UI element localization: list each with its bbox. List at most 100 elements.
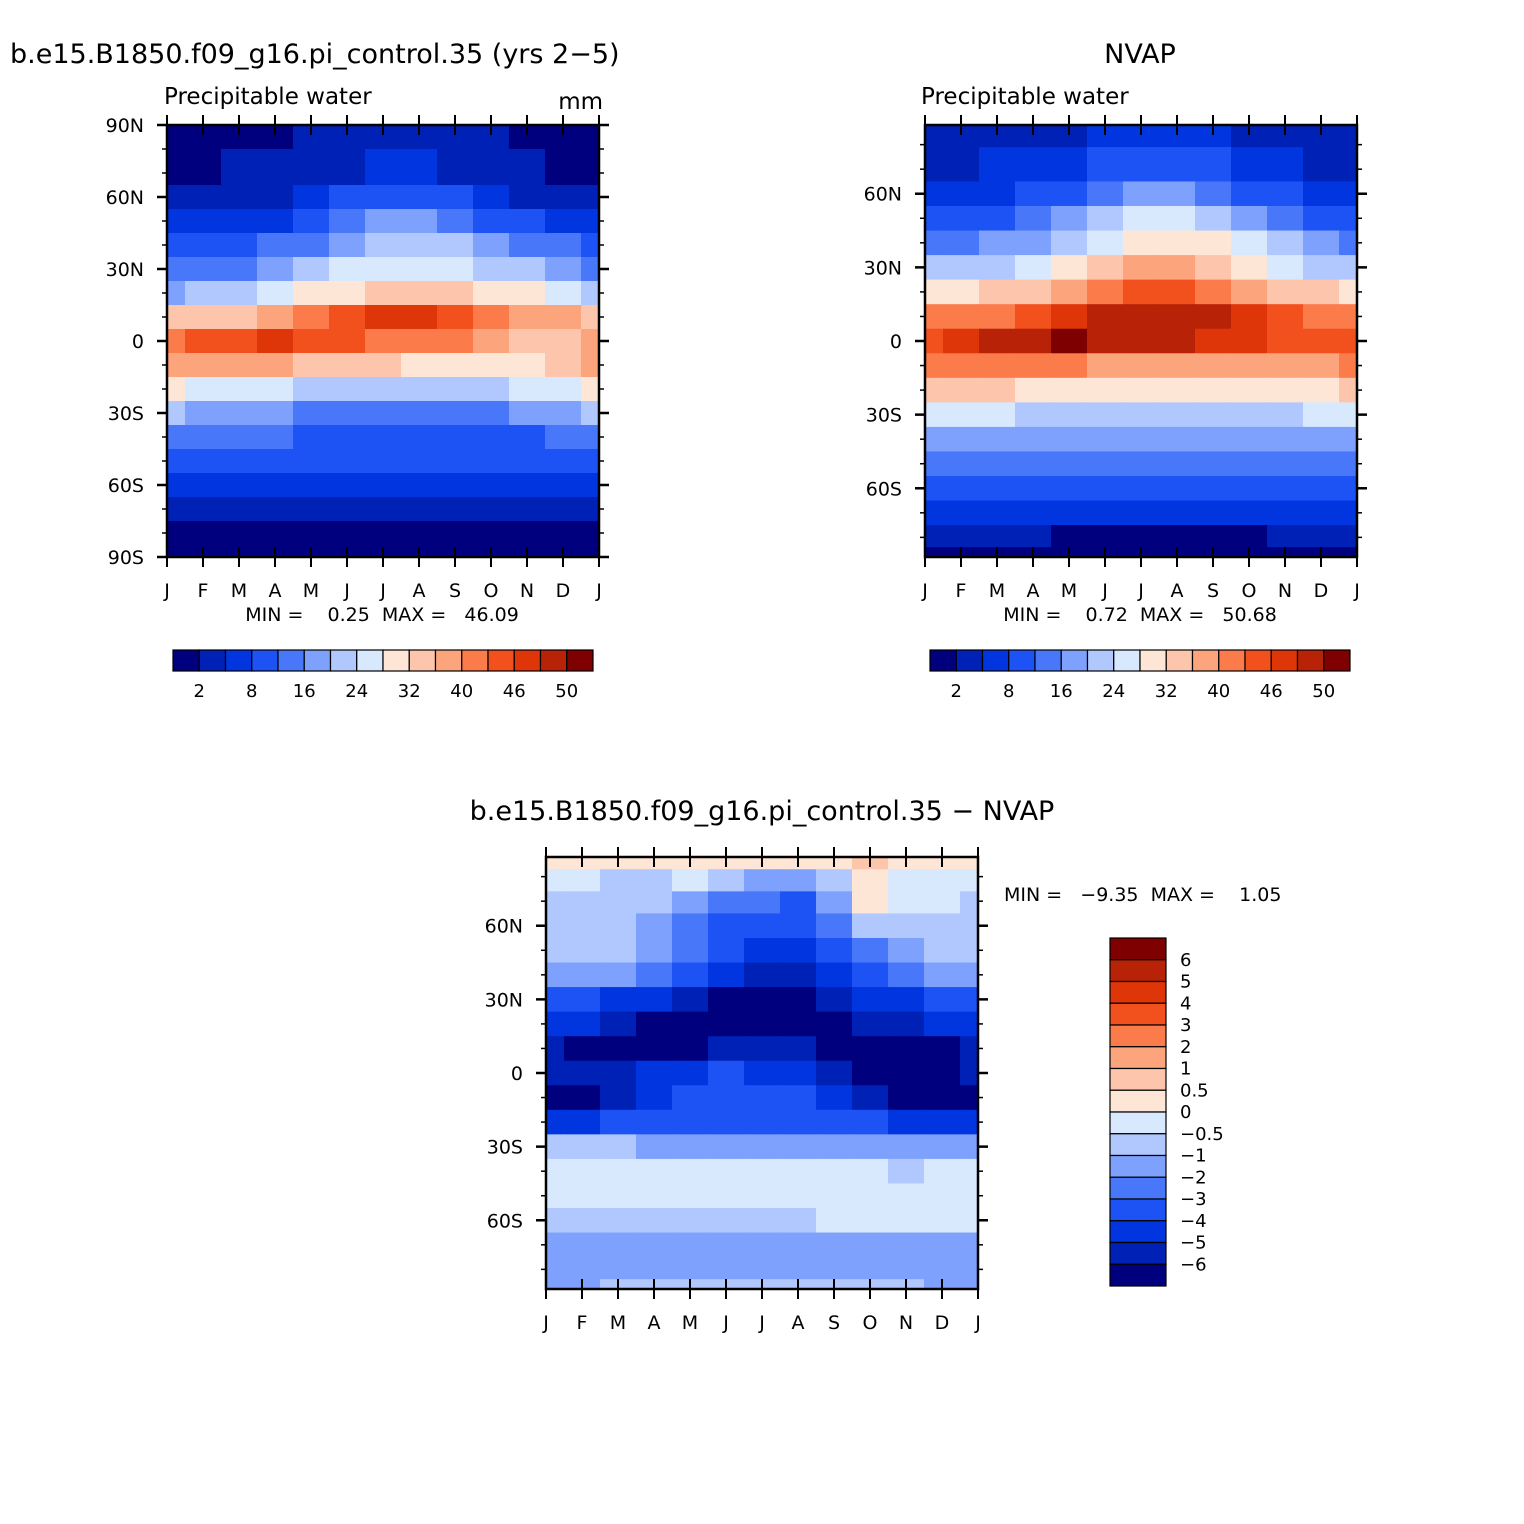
heatmap-cell [1051, 353, 1088, 379]
x-tick-label: M [1061, 580, 1077, 602]
heatmap-cell [1303, 476, 1340, 502]
heatmap-cell [1339, 525, 1357, 548]
colorbar-box [1244, 649, 1272, 672]
heatmap-cell [437, 281, 474, 306]
heatmap-cell [1087, 181, 1124, 207]
heatmap-cell [744, 962, 781, 988]
heatmap-cell [924, 1232, 961, 1258]
heatmap-cell [636, 1134, 673, 1160]
heatmap-cell [293, 281, 330, 306]
heatmap-cell [852, 1011, 889, 1037]
heatmap-cell [257, 305, 294, 330]
heatmap-cell [925, 377, 944, 404]
heatmap-cell [365, 209, 402, 234]
heatmap-cell [925, 426, 944, 453]
colorbar-label: 1 [1180, 1059, 1191, 1080]
heatmap-cell [509, 425, 546, 450]
heatmap-cell [979, 147, 1016, 183]
heatmap-cell [979, 426, 1016, 453]
heatmap-cell [1123, 426, 1160, 453]
heatmap-cell [924, 962, 961, 988]
x-tick-label: D [935, 1312, 950, 1334]
heatmap-cell [960, 1109, 978, 1136]
colorbar-box [929, 649, 957, 672]
heatmap-cell [960, 1085, 978, 1111]
heatmap-cell [708, 869, 745, 893]
heatmap-cell [924, 1109, 961, 1136]
heatmap-cell [401, 233, 438, 258]
heatmap-cell [1087, 426, 1124, 453]
heatmap-cell [636, 1183, 673, 1209]
heatmap-cell [708, 1060, 745, 1087]
colorbar-box [1109, 959, 1167, 983]
heatmap-cell [888, 869, 925, 893]
heatmap-cell [943, 328, 980, 355]
heatmap-cell [816, 913, 853, 939]
heatmap-cell [1159, 147, 1196, 183]
heatmap-cell [509, 257, 546, 282]
heatmap-cell [600, 987, 637, 1013]
heatmap-cell [1339, 476, 1357, 502]
colorbar-label: 2 [194, 681, 205, 702]
x-tick-label: A [1171, 580, 1184, 602]
colorbar-box [1109, 1220, 1167, 1244]
heatmap-cell [636, 1011, 673, 1037]
heatmap-cell [509, 377, 546, 402]
heatmap-cell [1051, 377, 1088, 404]
heatmap-cell [960, 1036, 978, 1062]
heatmap-cell [365, 149, 402, 186]
x-tick-label: N [520, 580, 534, 602]
heatmap-cell [816, 1257, 853, 1280]
heatmap-cell [1339, 426, 1357, 453]
colorbar-label: 16 [1050, 681, 1073, 702]
heatmap-cell [581, 257, 599, 282]
heatmap-cell [1303, 279, 1340, 305]
heatmap-cell [1015, 451, 1052, 477]
heatmap-cell [437, 185, 474, 210]
heatmap-cell [185, 305, 222, 330]
heatmap-cell [545, 257, 582, 282]
heatmap-cell [564, 1134, 601, 1160]
colorbar-box [1109, 1089, 1167, 1113]
x-tick-label: J [163, 580, 170, 602]
heatmap-cell [979, 255, 1016, 281]
colorbar-box [303, 649, 332, 672]
heatmap-cell [546, 1085, 565, 1111]
x-tick-label: M [682, 1312, 698, 1334]
heatmap-cell [365, 233, 402, 258]
heatmap-cell [816, 1060, 853, 1087]
heatmap-cell [1015, 476, 1052, 502]
heatmap-cell [600, 1183, 637, 1209]
heatmap-cell [1123, 451, 1160, 477]
heatmap-cell [600, 962, 637, 988]
heatmap-cell [943, 304, 980, 330]
x-tick-label: M [231, 580, 247, 602]
heatmap-cell [888, 1208, 925, 1234]
heatmap-cell [1123, 500, 1160, 526]
heatmap-cell [1339, 147, 1357, 183]
heatmap-cell [221, 425, 258, 450]
heatmap-cell [185, 257, 222, 282]
y-tick-label: 0 [890, 331, 902, 353]
heatmap-cell [943, 402, 980, 428]
colorbar-box [408, 649, 437, 672]
heatmap-cell [925, 353, 944, 379]
x-tick-label: O [1242, 580, 1257, 602]
heatmap-cell [546, 962, 565, 988]
heatmap-cell [672, 869, 709, 893]
heatmap-cell [852, 1208, 889, 1234]
heatmap-cell [473, 521, 510, 546]
heatmap-cell [744, 1158, 781, 1185]
heatmap-cell [925, 181, 944, 207]
heatmap-cell [960, 1134, 978, 1160]
heatmap-cell [581, 449, 599, 474]
heatmap-cell [473, 353, 510, 378]
y-tick-label: 90N [106, 115, 144, 137]
heatmap-cell [672, 1109, 709, 1136]
heatmap-cell [329, 149, 366, 186]
heatmap-cell [1339, 181, 1357, 207]
heatmap-cell [365, 353, 402, 378]
heatmap-cell [1231, 426, 1268, 453]
heatmap-cell [960, 869, 978, 893]
